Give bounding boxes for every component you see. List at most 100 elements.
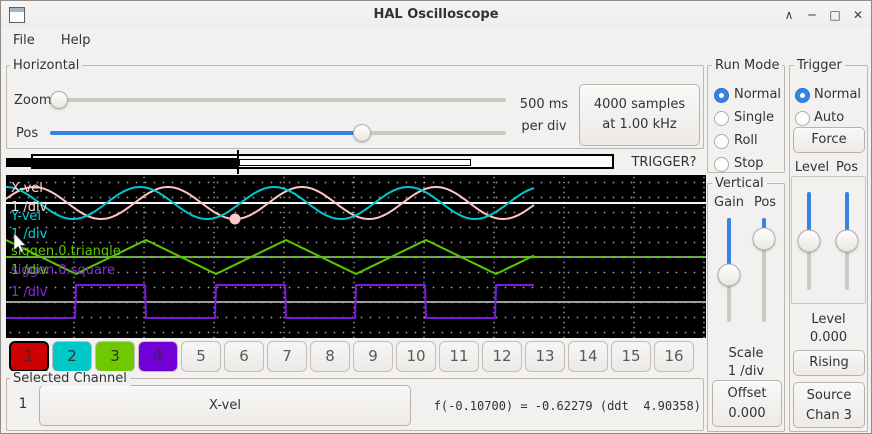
app-icon [9,7,25,23]
force-button[interactable]: Force [793,127,865,153]
runmode-option-roll[interactable]: Roll [708,131,784,153]
trigger-option-auto[interactable]: Auto [790,108,867,130]
zoom-label: Zoom [14,93,52,108]
pos-slider-handle[interactable] [353,124,372,142]
channel-button-7[interactable]: 7 [267,341,307,372]
trigger-level-label: Level [794,160,830,175]
scale-value: 1 /div [727,364,765,379]
svg-text:X-vel: X-vel [11,181,43,196]
runmode-option-stop[interactable]: Stop [708,154,784,176]
channel-button-13[interactable]: 13 [525,341,565,372]
channel-button-5[interactable]: 5 [181,341,221,372]
shade-button[interactable]: ∧ [784,8,794,22]
horizontal-frame-label: Horizontal [10,58,83,73]
svg-text:1 /div: 1 /div [11,263,48,278]
trigger-edge-button[interactable]: Rising [793,350,865,376]
record-trigger-tick [237,150,239,174]
channel-name-button[interactable]: X-vel [39,385,411,426]
trigger-option-normal[interactable]: Normal [790,85,867,107]
selected-channel-number: 1 [18,396,28,412]
runmode-option-normal[interactable]: Normal [708,85,784,107]
trigger-pos-label: Pos [835,160,859,175]
channel-button-16[interactable]: 16 [654,341,694,372]
vertical-frame: Gain Pos Scale 1 /div Offset 0.000 [707,183,785,432]
svg-text:1 /div: 1 /div [11,285,48,300]
trigger-level-slider[interactable] [797,192,821,290]
samples-button[interactable]: 4000 samples at 1.00 kHz [579,84,700,146]
channel-readout: f(-0.10700) = -0.62279 (ddt 4.90358) [433,399,701,413]
scale-caption: Scale [728,346,764,361]
radio-icon[interactable] [714,88,729,103]
channel-button-12[interactable]: 12 [482,341,522,372]
menu-bar: File Help [1,29,871,56]
radio-icon[interactable] [714,111,729,126]
channel-button-14[interactable]: 14 [568,341,608,372]
runmode-option-single[interactable]: Single [708,108,784,130]
radio-label: Auto [814,110,845,125]
channel-button-3[interactable]: 3 [95,341,135,372]
selected-channel-frame [6,378,704,431]
svg-text:siggen.0.triangle: siggen.0.triangle [11,244,121,259]
radio-icon[interactable] [795,111,810,126]
vertical-pos-label: Pos [753,195,777,210]
run-mode-frame: Normal Single Roll Stop [707,65,785,173]
per-div-unit: per div [521,119,567,134]
svg-text:1 /div: 1 /div [11,200,48,215]
radio-label: Roll [734,133,758,148]
zoom-slider-handle[interactable] [50,91,69,109]
trigger-status-label: TRIGGER? [631,155,697,170]
channel-button-1[interactable]: 1 [9,341,49,372]
horizontal-frame [6,65,704,149]
vertical-pos-handle[interactable] [752,227,776,251]
svg-text:1 /div: 1 /div [11,227,48,242]
svg-text:Y-vel: Y-vel [10,209,41,224]
scope-display[interactable]: X-vel 1 /div Y-vel 1 /div siggen.0.triangle s… [6,175,706,338]
trigger-pos-handle[interactable] [835,229,859,253]
channel-button-8[interactable]: 8 [310,341,350,372]
channel-button-4[interactable]: 4 [138,341,178,372]
radio-icon[interactable] [795,88,810,103]
trigger-level-handle[interactable] [797,229,821,253]
run-mode-frame-label: Run Mode [712,58,783,73]
svg-text:siggen.0.square: siggen.0.square [11,263,115,278]
zoom-slider-track[interactable] [50,98,506,102]
channel-button-10[interactable]: 10 [396,341,436,372]
gain-label: Gain [714,195,744,210]
record-bar-fill [6,158,239,167]
trigger-source-button[interactable]: Source Chan 3 [793,382,865,428]
selected-channel-frame-label: Selected Channel [10,371,130,386]
minimize-button[interactable]: ─ [808,8,816,22]
vertical-pos-track[interactable] [762,218,766,322]
gain-slider[interactable] [717,218,741,322]
trigger-slider-box [791,176,866,304]
zoom-slider[interactable] [50,91,506,109]
vertical-frame-label: Vertical [712,176,767,191]
channel-button-2[interactable]: 2 [52,341,92,372]
trigger-frame: Normal Auto Force Level Pos Level 0.000 … [789,65,868,432]
title-bar: HAL Oscilloscope ∧ ─ □ ✕ [1,1,871,30]
record-bar-window [239,159,471,166]
channel-button-6[interactable]: 6 [224,341,264,372]
menu-help[interactable]: Help [60,33,91,48]
offset-button[interactable]: Offset 0.000 [712,380,782,427]
radio-icon[interactable] [714,134,729,149]
vertical-pos-slider[interactable] [752,218,776,322]
radio-label: Normal [814,87,862,102]
close-button[interactable]: ✕ [852,8,864,22]
trigger-pos-slider[interactable] [835,192,859,290]
pos-label: Pos [16,126,39,141]
radio-icon[interactable] [714,157,729,172]
channel-button-11[interactable]: 11 [439,341,479,372]
radio-label: Single [734,110,774,125]
trigger-level-caption: Level [811,312,846,327]
gain-slider-handle[interactable] [717,263,741,287]
maximize-button[interactable]: □ [829,8,841,22]
radio-label: Stop [734,156,764,171]
trigger-frame-label: Trigger [794,58,845,73]
menu-file[interactable]: File [13,33,35,48]
channel-button-15[interactable]: 15 [611,341,651,372]
pos-slider[interactable] [50,124,506,142]
channel-button-9[interactable]: 9 [353,341,393,372]
